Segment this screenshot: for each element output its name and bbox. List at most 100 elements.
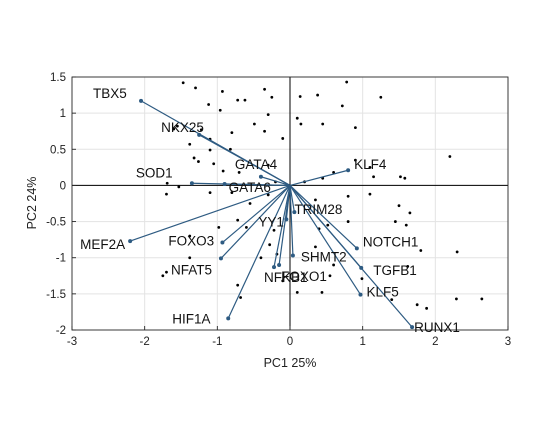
observation-point xyxy=(399,175,402,179)
vector-tip-klf5 xyxy=(358,292,363,297)
observation-point xyxy=(332,263,335,267)
vector-line-mef2a xyxy=(129,184,291,242)
observation-point xyxy=(281,137,285,140)
y-axis-label: PC2 24% xyxy=(25,177,39,230)
vector-tip-mef2a xyxy=(128,239,133,244)
y-tick-label: -1.5 xyxy=(46,289,66,301)
observation-point xyxy=(239,296,242,299)
vector-tip-hif1a xyxy=(226,316,231,321)
vector-line-gata4 xyxy=(260,176,291,187)
observation-point xyxy=(345,80,349,84)
observation-point xyxy=(197,160,200,163)
vector-line-gata6 xyxy=(224,183,291,187)
observation-point xyxy=(177,185,181,189)
observation-point xyxy=(266,113,270,116)
x-tick-label: 3 xyxy=(505,336,511,348)
observation-point xyxy=(368,192,372,196)
observation-point xyxy=(212,162,216,166)
observation-point xyxy=(181,81,185,85)
vector-label-trim28: TRIM28 xyxy=(294,202,342,217)
observation-point xyxy=(403,176,407,180)
vector-label-nkx25: NKX25 xyxy=(161,120,204,135)
observation-point xyxy=(408,211,412,215)
vector-label-notch1: NOTCH1 xyxy=(363,234,419,249)
vector-label-gata6: GATA6 xyxy=(229,180,271,195)
observation-point xyxy=(188,142,192,146)
vector-tip-gata6 xyxy=(222,181,227,186)
observation-point xyxy=(455,297,458,301)
observation-point xyxy=(326,223,330,227)
observation-point xyxy=(165,192,168,196)
y-tick-label: -1 xyxy=(56,253,66,265)
observation-point xyxy=(236,218,240,222)
observation-point xyxy=(419,249,423,252)
y-tick-label: 0 xyxy=(60,180,66,192)
vector-line-hif1a xyxy=(227,185,291,319)
observation-point xyxy=(372,175,375,179)
observation-point xyxy=(192,156,196,160)
vector-tip-sod1 xyxy=(189,181,194,186)
observation-point xyxy=(221,169,225,173)
observation-point xyxy=(263,87,266,91)
vector-tip-klf4 xyxy=(346,168,351,173)
vector-line-nfkb1 xyxy=(273,185,291,268)
observation-point xyxy=(248,202,252,205)
observation-point xyxy=(281,279,285,283)
observation-point xyxy=(299,122,303,126)
vector-label-sod1: SOD1 xyxy=(136,165,173,180)
vector-line-nfat5 xyxy=(220,185,291,259)
observation-point xyxy=(268,243,272,247)
observation-point xyxy=(298,95,302,98)
observation-point xyxy=(188,234,192,238)
observation-point xyxy=(455,250,459,254)
y-tick-label: 0.5 xyxy=(50,144,66,156)
vector-label-runx1: RUNX1 xyxy=(414,320,460,335)
observation-point xyxy=(208,191,212,195)
vector-label-foxo1: FOXO1 xyxy=(281,269,327,284)
vector-labels: TBX5 NKX25 SOD1 GATA4 GATA6 KLF4 MEF2A FOXO3 YY1… xyxy=(80,86,460,335)
observation-point xyxy=(243,98,247,102)
vector-tip-nfat5 xyxy=(218,256,223,261)
observation-point xyxy=(230,131,234,135)
vector-label-tgfb1: TGFB1 xyxy=(373,263,417,278)
vector-tip-foxo1 xyxy=(277,262,282,267)
observation-point xyxy=(316,93,320,97)
observation-point xyxy=(199,128,203,132)
x-tick-label: -3 xyxy=(67,336,77,348)
vector-label-hif1a: HIF1A xyxy=(172,311,210,326)
vector-line-foxo3 xyxy=(222,184,291,243)
y-tick-label: 1.5 xyxy=(50,72,66,84)
observation-point xyxy=(404,223,408,227)
observation-point xyxy=(266,163,270,167)
observation-point xyxy=(161,274,165,278)
observation-point xyxy=(245,225,248,229)
observation-point xyxy=(360,277,364,281)
x-tick-label: -1 xyxy=(212,336,222,348)
observation-point xyxy=(272,228,276,232)
observation-point xyxy=(252,122,256,126)
observation-point xyxy=(314,198,317,202)
observation-point xyxy=(217,225,221,229)
vector-label-mef2a: MEF2A xyxy=(80,237,125,252)
observation-point xyxy=(320,291,324,294)
vector-line-notch1 xyxy=(289,184,358,249)
observation-point xyxy=(425,306,429,310)
observation-point xyxy=(221,90,224,93)
observation-point xyxy=(448,155,452,158)
vector-tip-nkx25 xyxy=(197,132,202,137)
vector-line-klf5 xyxy=(289,185,361,295)
vector-label-klf5: KLF5 xyxy=(366,285,398,300)
observation-point xyxy=(230,191,234,195)
observation-point xyxy=(340,104,344,108)
vector-tip-shmt2 xyxy=(290,253,295,258)
observation-point xyxy=(237,171,241,174)
observation-point xyxy=(368,165,372,169)
observation-point xyxy=(259,256,263,260)
observation-point xyxy=(393,220,397,223)
x-tick-label: 0 xyxy=(287,336,293,348)
vector-label-tbx5: TBX5 xyxy=(93,86,127,101)
vector-label-yy1: YY1 xyxy=(258,214,284,229)
y-tick-label: -0.5 xyxy=(46,217,66,229)
vector-tip-notch1 xyxy=(354,246,359,251)
